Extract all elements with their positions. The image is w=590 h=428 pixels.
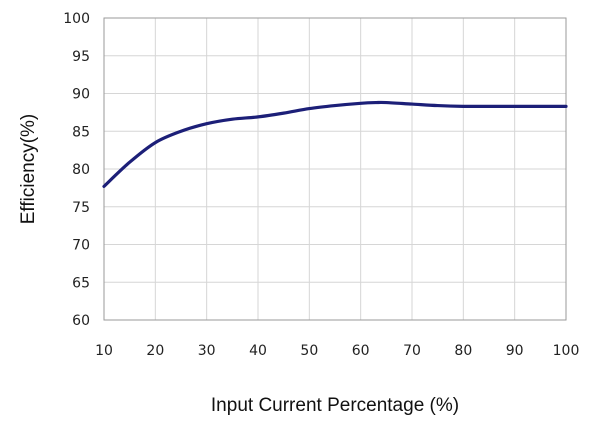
x-tick-label-20: 20 (146, 343, 164, 359)
y-axis-title: Efficiency(%) (18, 114, 39, 225)
x-tick-label-70: 70 (403, 343, 421, 359)
x-tick-label-10: 10 (95, 343, 113, 359)
x-tick-label-100: 100 (553, 343, 580, 359)
x-tick-label-90: 90 (506, 343, 524, 359)
x-tick-labels: 10 20 30 40 50 60 70 80 90 100 (95, 343, 579, 359)
y-tick-label-60: 60 (72, 313, 90, 329)
x-tick-label-30: 30 (198, 343, 216, 359)
x-tick-label-60: 60 (352, 343, 370, 359)
y-tick-label-70: 70 (72, 238, 90, 254)
y-tick-label-90: 90 (72, 87, 90, 103)
x-tick-label-80: 80 (454, 343, 472, 359)
x-tick-label-40: 40 (249, 343, 267, 359)
y-tick-label-75: 75 (72, 200, 90, 216)
series-line-0 (102, 100, 568, 188)
y-tick-labels: 60 65 70 75 80 85 90 95 100 (63, 11, 90, 329)
x-tick-label-50: 50 (300, 343, 318, 359)
series-group (102, 100, 568, 188)
y-tick-label-100: 100 (63, 11, 90, 27)
y-tick-label-95: 95 (72, 49, 90, 65)
y-tick-label-65: 65 (72, 275, 90, 291)
y-tick-label-80: 80 (72, 162, 90, 178)
y-tick-label-85: 85 (72, 124, 90, 140)
x-axis-title: Input Current Percentage (%) (211, 395, 459, 416)
plot-frame (103, 17, 567, 321)
grid (103, 17, 567, 321)
